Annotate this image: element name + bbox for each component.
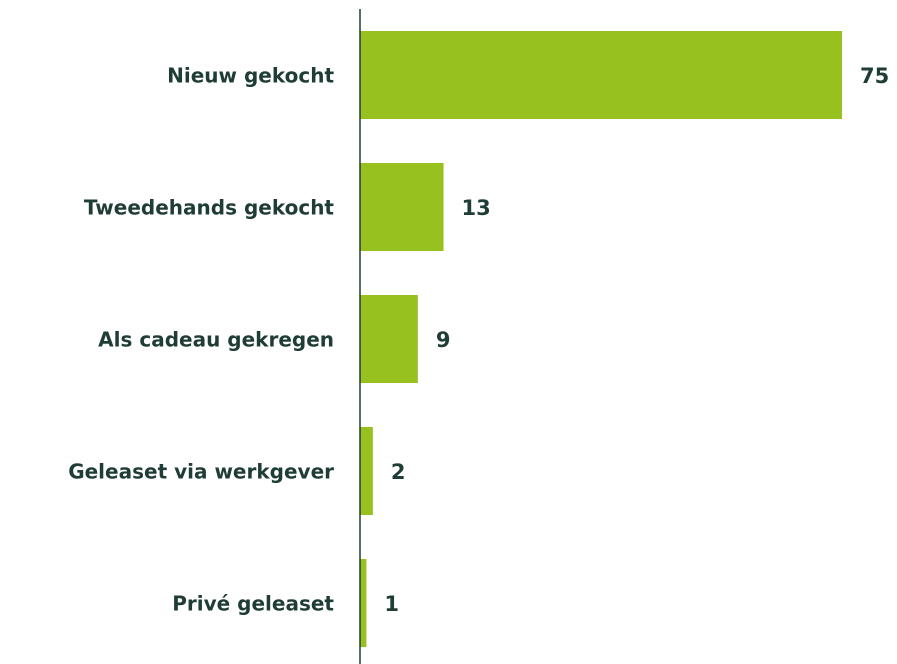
bar bbox=[360, 427, 373, 515]
value-label: 75 bbox=[860, 64, 889, 88]
category-label: Als cadeau gekregen bbox=[98, 328, 334, 352]
bar bbox=[360, 31, 842, 119]
value-label: 13 bbox=[462, 196, 491, 220]
bar bbox=[360, 295, 418, 383]
category-label: Privé geleaset bbox=[172, 592, 334, 616]
value-label: 2 bbox=[391, 460, 406, 484]
bar bbox=[360, 559, 367, 647]
category-label: Tweedehands gekocht bbox=[84, 196, 335, 220]
category-label: Nieuw gekocht bbox=[167, 64, 334, 88]
value-label: 9 bbox=[436, 328, 451, 352]
bar bbox=[360, 163, 444, 251]
value-label: 1 bbox=[384, 592, 399, 616]
category-label: Geleaset via werkgever bbox=[68, 460, 334, 484]
